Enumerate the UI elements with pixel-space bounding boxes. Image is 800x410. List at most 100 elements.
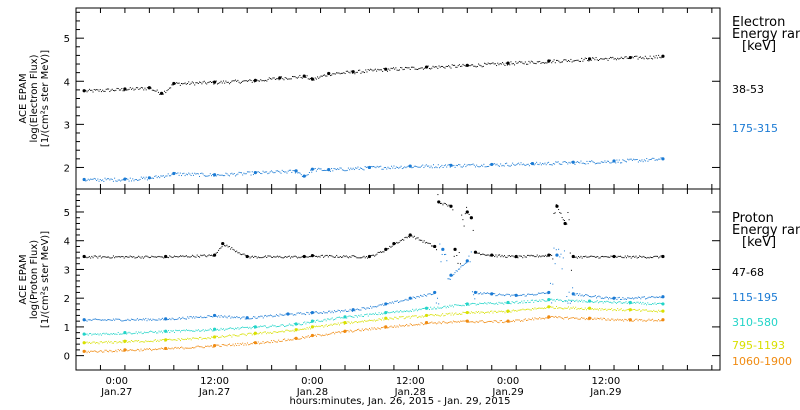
scatter-dot: [208, 254, 210, 256]
scatter-dot: [382, 70, 384, 72]
scatter-dot: [189, 347, 191, 349]
scatter-dot: [620, 56, 622, 58]
scatter-dot: [134, 350, 136, 352]
scatter-dot: [391, 311, 393, 313]
scatter-dot: [162, 175, 164, 177]
scatter-dot: [436, 308, 438, 310]
scatter-dot: [245, 173, 247, 175]
scatter-dot: [108, 333, 110, 335]
scatter-dot: [629, 297, 631, 299]
scatter-dot: [578, 318, 580, 320]
scatter-dot: [546, 317, 548, 319]
scatter-dot: [345, 310, 347, 312]
scatter-dot: [291, 330, 293, 332]
data-point: [628, 300, 632, 305]
scatter-dot: [397, 69, 399, 71]
scatter-dot: [590, 59, 592, 61]
scatter-dot: [454, 166, 456, 168]
scatter-dot: [316, 319, 318, 321]
scatter-dot: [354, 310, 356, 312]
scatter-dot: [318, 312, 320, 314]
scatter-dot: [102, 179, 104, 181]
scatter-dot: [315, 255, 317, 257]
scatter-dot: [142, 177, 144, 179]
scatter-dot: [234, 251, 236, 253]
scatter-dot: [254, 316, 256, 318]
scatter-dot: [303, 336, 305, 338]
scatter-dot: [372, 70, 374, 72]
scatter-dot: [601, 319, 603, 321]
scatter-dot: [575, 317, 577, 319]
scatter-dot: [421, 315, 423, 317]
data-point: [123, 87, 127, 91]
scatter-dot: [281, 324, 283, 326]
data-point: [294, 322, 298, 326]
scatter-dot: [303, 74, 305, 76]
scatter-dot: [597, 302, 599, 304]
scatter-dot: [329, 333, 331, 335]
scatter-dot: [218, 329, 220, 331]
scatter-dot: [401, 168, 403, 170]
scatter-dot: [613, 320, 615, 322]
scatter-dot: [491, 303, 493, 305]
scatter-dot: [380, 69, 382, 71]
scatter-dot: [314, 168, 316, 170]
scatter-dot: [600, 297, 602, 299]
scatter-dot: [596, 297, 598, 299]
scatter-dot: [238, 328, 240, 330]
scatter-dot: [326, 325, 328, 327]
scatter-dot: [442, 321, 444, 323]
scatter-dot: [318, 320, 320, 322]
scatter-dot: [506, 293, 508, 295]
scatter-dot: [597, 59, 599, 61]
scatter-dot: [642, 255, 644, 257]
scatter-dot: [609, 297, 611, 299]
scatter-dot: [534, 307, 536, 309]
scatter-dot: [551, 298, 553, 300]
scatter-dot: [255, 318, 257, 320]
scatter-dot: [527, 300, 529, 302]
scatter-dot: [573, 60, 575, 62]
scatter-dot: [398, 316, 400, 318]
scatter-dot: [150, 340, 152, 342]
y-axis-label: log(Electron Flux): [29, 54, 40, 142]
scatter-dot: [148, 88, 150, 90]
scatter-dot: [346, 256, 348, 258]
scatter-dot: [477, 293, 479, 295]
scatter-dot: [400, 310, 402, 312]
scatter-dot: [287, 338, 289, 340]
scatter-dot: [412, 166, 414, 168]
scatter-dot: [461, 265, 463, 267]
scatter-dot: [545, 164, 547, 166]
scatter-dot: [533, 294, 535, 296]
scatter-dot: [440, 261, 442, 263]
scatter-dot: [219, 82, 221, 84]
scatter-dot: [535, 318, 537, 320]
scatter-dot: [162, 339, 164, 341]
scatter-dot: [201, 172, 203, 174]
scatter-dot: [451, 304, 453, 306]
scatter-dot: [512, 309, 514, 311]
scatter-dot: [351, 72, 353, 74]
y-tick-label: 3: [64, 120, 70, 131]
scatter-dot: [143, 89, 145, 91]
scatter-dot: [258, 326, 260, 328]
scatter-dot: [213, 346, 215, 348]
scatter-dot: [118, 341, 120, 343]
scatter-dot: [91, 319, 93, 321]
scatter-dot: [340, 167, 342, 169]
scatter-dot: [311, 313, 313, 315]
scatter-dot: [448, 204, 450, 206]
scatter-dot: [644, 302, 646, 304]
scatter-dot: [404, 311, 406, 313]
scatter-dot: [482, 303, 484, 305]
legend-title: Proton: [732, 211, 774, 226]
data-point: [661, 295, 665, 299]
scatter-dot: [325, 170, 327, 172]
scatter-dot: [500, 163, 502, 165]
scatter-dot: [342, 72, 344, 74]
scatter-dot: [169, 318, 171, 320]
scatter-dot: [266, 341, 268, 343]
scatter-dot: [456, 66, 458, 68]
scatter-dot: [396, 300, 398, 302]
